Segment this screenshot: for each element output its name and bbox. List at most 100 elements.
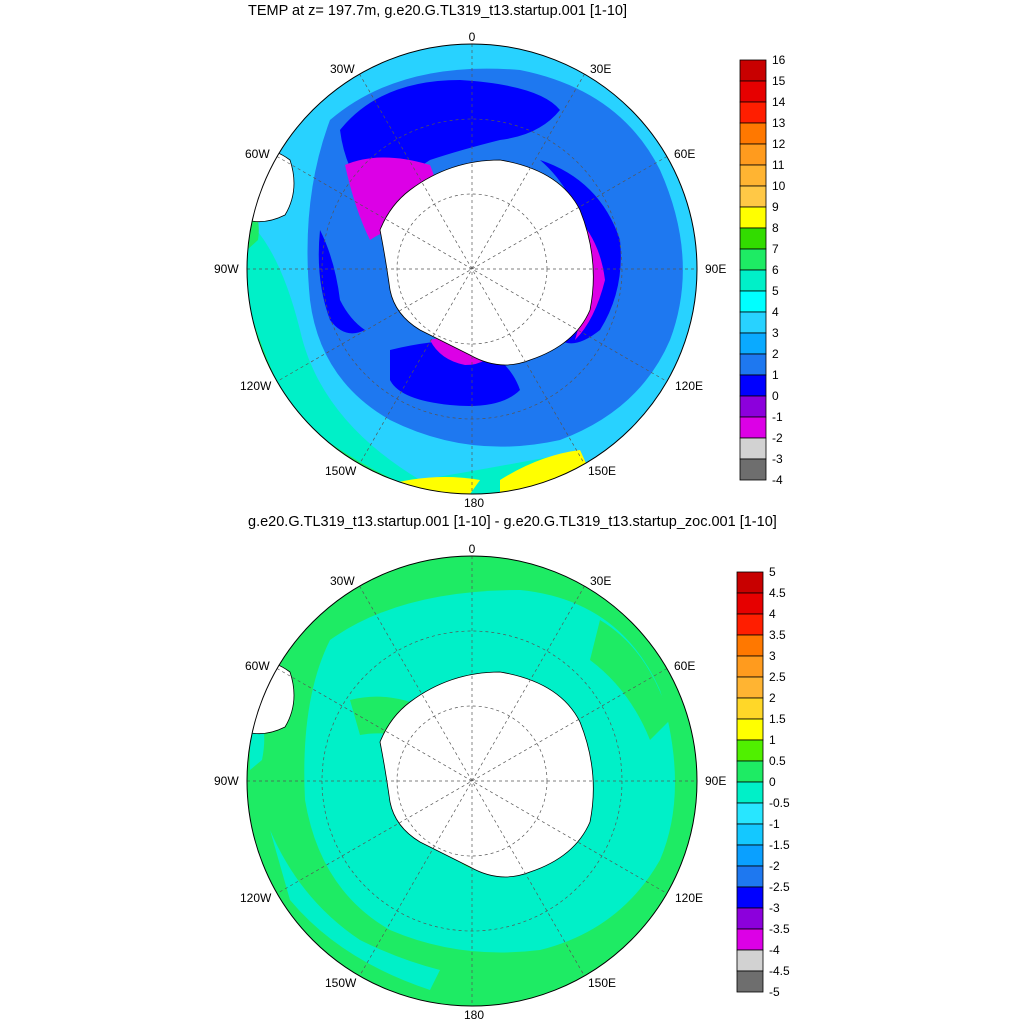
colorbar-swatch [739,269,767,292]
lon-label-90w-top: 90W [214,262,239,276]
colorbar-swatch [736,844,764,867]
colorbar-swatch [736,739,764,762]
colorbar-tick-label: 16 [772,53,786,67]
diff-patch-east [590,620,670,740]
colorbar-tick-label: 4 [769,607,776,621]
map-title-top: TEMP at z= 197.7m, g.e20.G.TL319_t13.sta… [248,3,627,19]
colorbar-tick-label: 5 [769,565,776,579]
colorbar-tick-label: 10 [772,179,786,193]
colorbar-swatch [739,332,767,355]
antarctica-landmass-bottom [379,671,594,878]
map-boundary-bottom [246,555,698,1007]
colorbar-swatch [736,676,764,699]
colorbar-swatch [739,122,767,145]
colorbar-swatch [739,185,767,208]
colorbar-swatch [739,80,767,103]
colorbar-swatch [736,634,764,657]
temp-band-warm [247,220,600,494]
colorbar-tick-label: -4.5 [769,964,790,978]
colorbar-swatch [739,395,767,418]
colorbar-swatch [736,655,764,678]
lon-label-30w-bottom: 30W [330,574,355,588]
colorbar-swatch [736,802,764,825]
colorbar-tick-label: 0 [769,775,776,789]
colorbar-tick-label: -2 [769,859,780,873]
colorbar-tick-label: 9 [772,200,779,214]
lon-label-0-bottom: 0 [469,542,476,556]
colorbar-swatch [739,311,767,334]
map-title-bottom: g.e20.G.TL319_t13.startup.001 [1-10] - g… [248,514,777,530]
colorbar-tick-label: -3.5 [769,922,790,936]
colorbar-swatch [739,143,767,166]
colorbar-tick-label: -4 [769,943,780,957]
lon-label-30e-top: 30E [590,62,611,76]
colorbar-tick-label: 3.5 [769,628,786,642]
colorbar-tick-label: 4 [772,305,779,319]
colorbar-swatch [736,928,764,951]
colorbar-tick-label: 12 [772,137,786,151]
lon-label-60e-bottom: 60E [674,659,695,673]
colorbar-tick-label: 2 [769,691,776,705]
colorbar-swatch [736,886,764,909]
lon-label-30w-top: 30W [330,62,355,76]
temp-zone-east [540,160,621,344]
colorbar-tick-label: 1.5 [769,712,786,726]
colorbar-tick-label: 15 [772,74,786,88]
colorbar-swatch [736,970,764,993]
colorbar-swatch [739,227,767,250]
colorbar-swatch [736,949,764,972]
lon-label-30e-bottom: 30E [590,574,611,588]
colorbar-tick-label: 2 [772,347,779,361]
lon-label-90e-bottom: 90E [705,774,726,788]
colorbar-tick-label: -5 [769,985,780,999]
colorbar-tick-label: -2 [772,431,783,445]
colorbar-tick-label: -3 [772,452,783,466]
colorbar-tick-label: -1.5 [769,838,790,852]
diff-patch-sw [270,830,440,990]
colorbar-tick-label: 0.5 [769,754,786,768]
temp-band-hot-sw [360,477,480,494]
lon-label-120w-top: 120W [240,379,272,393]
graticule-top [247,44,697,494]
polar-map-bottom: 0 30E 60E 90E 120E 150E 180 150W 120W 90… [214,542,726,1022]
colorbar-tick-label: -2.5 [769,880,790,894]
lon-label-0-top: 0 [469,30,476,44]
colorbar-tick-label: 8 [772,221,779,235]
lon-label-150e-bottom: 150E [588,976,616,990]
colorbar-swatch [736,760,764,783]
colorbar-tick-label: -0.5 [769,796,790,810]
colorbar-tick-label: -4 [772,473,783,487]
colorbar-swatch [739,248,767,271]
colorbar-tick-label: 3 [772,326,779,340]
lon-label-60e-top: 60E [674,147,695,161]
colorbar-tick-label: -3 [769,901,780,915]
lon-label-180-bottom: 180 [464,1008,484,1022]
colorbar-tick-label: 14 [772,95,786,109]
colorbar-swatch [739,437,767,460]
colorbar-swatch [739,353,767,376]
colorbar-swatch [739,59,767,82]
lon-label-120w-bottom: 120W [240,891,272,905]
colorbar-swatch [736,613,764,636]
colorbar-tick-label: 1 [769,733,776,747]
colorbar-tick-label: -1 [769,817,780,831]
lon-label-180-top: 180 [464,496,484,510]
colorbar-tick-label: 11 [772,158,785,172]
colorbar-tick-label: 4.5 [769,586,786,600]
colorbar-swatch [739,101,767,124]
lon-label-60w-bottom: 60W [245,659,270,673]
colorbar-swatch [739,458,767,481]
colorbar-swatch [736,592,764,615]
colorbar-swatch [736,865,764,888]
lon-label-120e-top: 120E [675,379,703,393]
lon-label-90w-bottom: 90W [214,774,239,788]
colorbar-swatch [736,823,764,846]
colorbar-swatch [736,718,764,741]
colorbar-bottom: 5 4.5 4 3.5 3 2.5 2 1.5 1 0.5 0 -0.5 -1 -1.5 -2 -2.5 -3 -… [736,565,790,999]
lon-label-150w-top: 150W [325,464,357,478]
colorbar-swatch [739,164,767,187]
colorbar-swatch [736,907,764,930]
colorbar-swatch [736,781,764,804]
